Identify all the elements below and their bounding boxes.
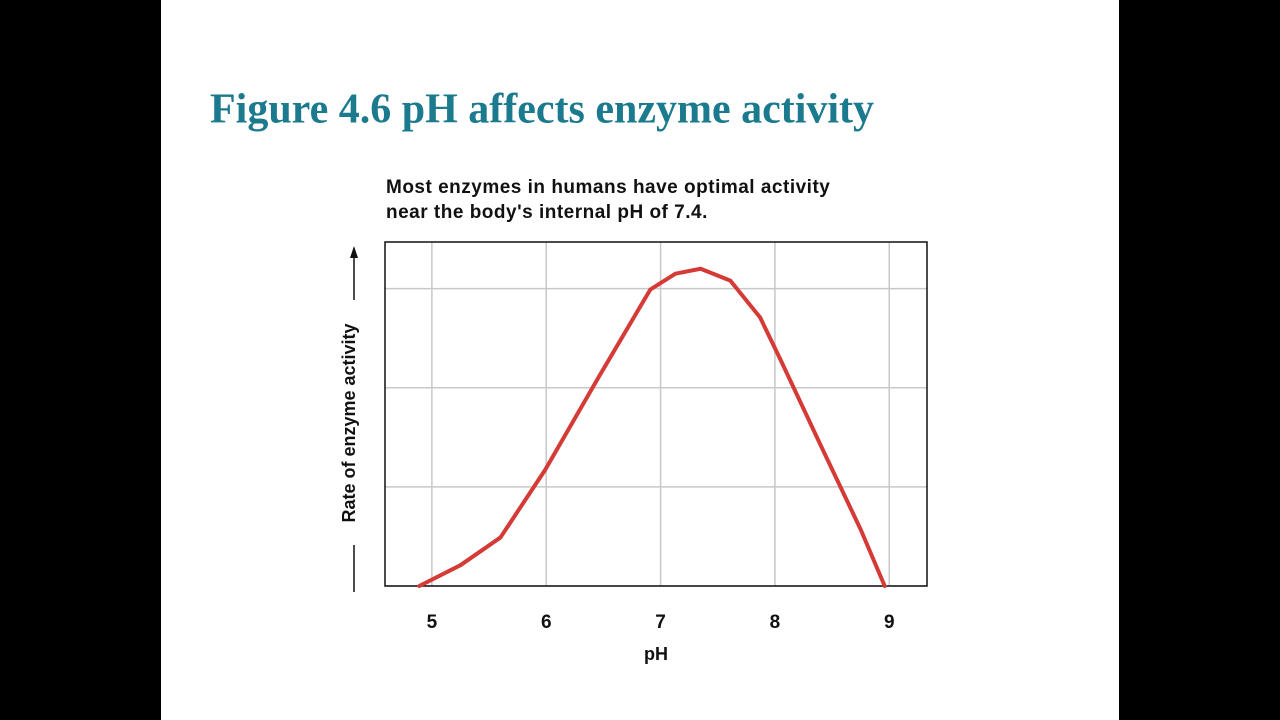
x-tick-label: 8 (770, 612, 781, 633)
subtitle: Most enzymes in humans have optimal acti… (386, 177, 830, 198)
x-tick-label: 9 (884, 612, 895, 633)
x-tick-label: 6 (541, 612, 552, 633)
slide-background (161, 0, 1119, 720)
plot-frame (384, 241, 928, 587)
data-line (417, 266, 887, 588)
y-axis-label: Rate of enzyme activity (339, 323, 359, 522)
x-tick-label: 7 (655, 612, 666, 633)
subtitle: near the body's internal pH of 7.4. (386, 202, 708, 223)
y-axis-arrowhead (350, 246, 358, 258)
slide-title: Figure 4.6 pH affects enzyme activity (210, 87, 874, 133)
x-tick-label: 5 (427, 612, 438, 633)
x-axis-label: pH (644, 644, 668, 664)
